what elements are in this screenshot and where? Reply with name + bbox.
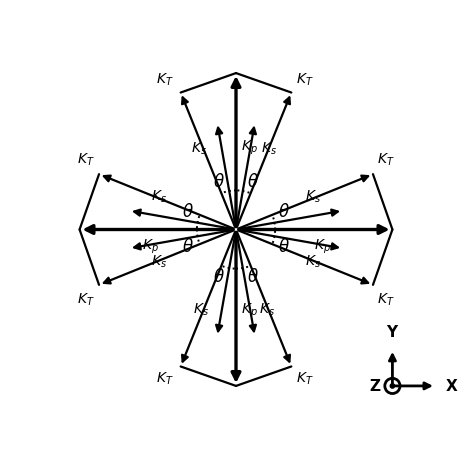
Text: $K_s$: $K_s$	[305, 254, 321, 270]
Text: $\theta$: $\theta$	[278, 203, 290, 221]
Text: $K_T$: $K_T$	[377, 291, 395, 308]
Text: $K_s$: $K_s$	[193, 302, 209, 318]
Text: $K_s$: $K_s$	[151, 189, 167, 205]
Text: $K_T$: $K_T$	[295, 72, 313, 88]
Text: $\theta$: $\theta$	[247, 269, 259, 286]
Text: $K_T$: $K_T$	[77, 291, 95, 308]
Text: $\theta$: $\theta$	[182, 203, 194, 221]
Text: $\theta$: $\theta$	[278, 238, 290, 256]
Text: $\theta$: $\theta$	[182, 238, 194, 256]
Text: $\theta$: $\theta$	[213, 173, 225, 190]
Text: $K_p$: $K_p$	[242, 302, 258, 320]
Text: $\mathbf{Z}$: $\mathbf{Z}$	[369, 378, 381, 394]
Text: $K_s$: $K_s$	[261, 141, 277, 157]
Text: $K_T$: $K_T$	[156, 371, 174, 387]
Text: $K_s$: $K_s$	[191, 141, 207, 157]
Circle shape	[390, 384, 395, 388]
Text: $K_s$: $K_s$	[259, 302, 275, 318]
Text: $K_T$: $K_T$	[77, 151, 95, 168]
Text: $K_T$: $K_T$	[377, 151, 395, 168]
Text: $\theta$: $\theta$	[247, 173, 259, 190]
Text: $\mathbf{Y}$: $\mathbf{Y}$	[386, 325, 399, 340]
Text: $K_s$: $K_s$	[151, 254, 167, 270]
Text: $K_T$: $K_T$	[295, 371, 313, 387]
Text: $K_T$: $K_T$	[156, 72, 174, 88]
Text: $K_p$: $K_p$	[142, 238, 159, 257]
Text: $K_s$: $K_s$	[305, 189, 321, 205]
Text: $\mathbf{X}$: $\mathbf{X}$	[445, 378, 458, 394]
Text: $K_p$: $K_p$	[313, 238, 330, 257]
Text: $\theta$: $\theta$	[213, 269, 225, 286]
Text: $K_p$: $K_p$	[242, 139, 258, 157]
